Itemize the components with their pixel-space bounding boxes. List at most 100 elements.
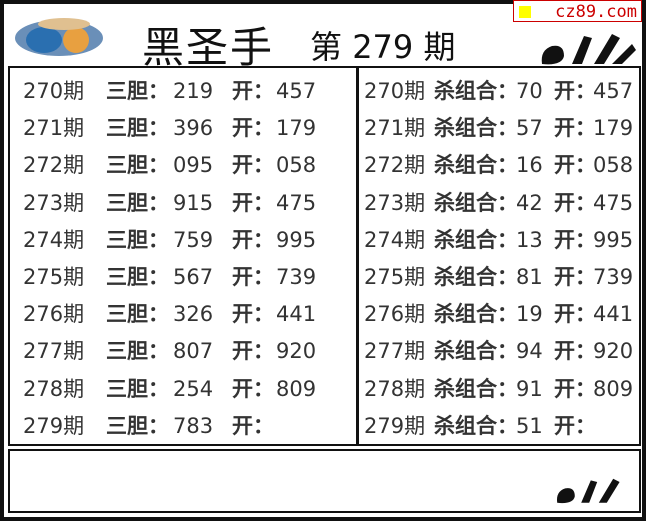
open-value: 809: [593, 376, 634, 401]
open-label: 开：: [232, 339, 274, 364]
open-label: 开：: [554, 265, 596, 289]
open-label: 开：: [554, 153, 596, 178]
open-label: 开：: [232, 376, 274, 401]
dan-label: 三胆：: [106, 339, 169, 364]
dan-value: 396: [173, 116, 214, 141]
kill-label: 杀组合：: [434, 116, 518, 141]
open-label: 开：: [554, 190, 596, 215]
dan-value: 807: [173, 339, 214, 364]
open-value: 457: [593, 79, 634, 103]
issue-prefix: 第: [310, 28, 343, 66]
kill-value: 81: [516, 265, 543, 289]
dan-label: 三胆：: [106, 265, 169, 289]
kill-label: 杀组合：: [434, 79, 518, 103]
open-value: 457: [276, 79, 317, 103]
open-label: 开：: [554, 339, 596, 364]
kill-value: 42: [516, 190, 543, 215]
open-label: 开：: [554, 227, 596, 252]
kill-value: 19: [516, 302, 543, 327]
ok-hand-icon: [556, 478, 620, 504]
period: 273期: [364, 190, 426, 215]
open-value: 441: [276, 302, 317, 327]
period: 273期: [23, 190, 85, 215]
period: 279期: [364, 413, 426, 438]
open-label: 开：: [554, 413, 596, 438]
dan-value: 567: [173, 265, 214, 289]
open-label: 开：: [232, 79, 274, 103]
period: 278期: [364, 376, 426, 401]
period: 279期: [23, 413, 85, 438]
kill-label: 杀组合：: [434, 227, 518, 252]
open-value: 739: [593, 265, 634, 289]
open-label: 开：: [232, 413, 274, 438]
open-value: 475: [593, 190, 634, 215]
open-value: 058: [276, 153, 317, 178]
watermark-text: cz89.com: [555, 2, 637, 22]
kill-value: 91: [516, 376, 543, 401]
kill-label: 杀组合：: [434, 265, 518, 289]
dan-label: 三胆：: [106, 376, 169, 401]
open-label: 开：: [232, 190, 274, 215]
dan-label: 三胆：: [106, 79, 169, 103]
period: 274期: [364, 227, 426, 252]
open-value: 179: [593, 116, 634, 141]
page-title: 黑圣手: [142, 23, 275, 72]
open-value: 441: [593, 302, 634, 327]
ok-hand-icon: [541, 34, 636, 65]
dan-label: 三胆：: [106, 153, 169, 178]
open-label: 开：: [232, 227, 274, 252]
dan-label: 三胆：: [106, 413, 169, 438]
dan-value: 254: [173, 376, 214, 401]
open-value: 179: [276, 116, 317, 141]
three-dan-panel: 270期 三胆： 219 开： 457 271期 三胆： 396 开： 179 272期 三胆： 095…: [8, 66, 358, 446]
open-value: 920: [593, 339, 634, 364]
kill-value: 70: [516, 79, 543, 103]
period: 272期: [364, 153, 426, 178]
period: 270期: [23, 79, 85, 103]
dan-value: 915: [173, 190, 214, 215]
open-value: 475: [276, 190, 317, 215]
kill-value: 94: [516, 339, 543, 364]
period: 275期: [364, 265, 426, 289]
period: 274期: [23, 227, 85, 252]
kill-value: 51: [516, 413, 543, 438]
period: 276期: [23, 302, 85, 327]
kill-label: 杀组合：: [434, 302, 518, 327]
kill-label: 杀组合：: [434, 413, 518, 438]
open-label: 开：: [554, 79, 596, 103]
dan-value: 326: [173, 302, 214, 327]
kill-value: 13: [516, 227, 543, 252]
dan-value: 095: [173, 153, 214, 178]
kill-combo-panel: 270期 杀组合： 70 开： 457 271期 杀组合： 57 开： 179 272期 杀组合： 16…: [357, 66, 641, 446]
period: 270期: [364, 79, 426, 103]
period: 276期: [364, 302, 426, 327]
open-value: 058: [593, 153, 634, 178]
open-value: 995: [276, 227, 317, 252]
watermark-badge: cz89.com: [513, 0, 642, 22]
period: 271期: [23, 116, 85, 141]
open-value: 920: [276, 339, 317, 364]
period: 271期: [364, 116, 426, 141]
period: 277期: [23, 339, 85, 364]
header: 黑圣手 第 279 期: [4, 4, 642, 72]
kill-label: 杀组合：: [434, 190, 518, 215]
footer-box: [8, 449, 641, 513]
kill-value: 16: [516, 153, 543, 178]
issue-number: 279: [352, 28, 414, 66]
period: 275期: [23, 265, 85, 289]
open-label: 开：: [554, 376, 596, 401]
period: 277期: [364, 339, 426, 364]
issue-suffix: 期: [423, 28, 456, 66]
open-label: 开：: [232, 265, 274, 289]
open-label: 开：: [232, 302, 274, 327]
kill-value: 57: [516, 116, 543, 141]
dan-label: 三胆：: [106, 116, 169, 141]
open-value: 739: [276, 265, 317, 289]
dan-value: 219: [173, 79, 214, 103]
period: 272期: [23, 153, 85, 178]
open-value: 809: [276, 376, 317, 401]
dan-label: 三胆：: [106, 190, 169, 215]
issue-label: 第 279 期: [310, 22, 455, 68]
open-label: 开：: [232, 153, 274, 178]
